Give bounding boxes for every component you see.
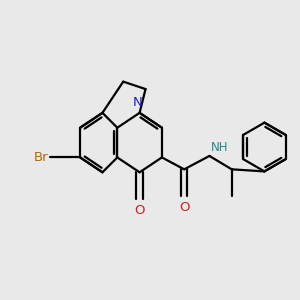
Text: O: O — [179, 201, 189, 214]
Text: O: O — [134, 204, 145, 218]
Text: NH: NH — [211, 142, 228, 154]
Text: N: N — [133, 96, 143, 109]
Text: Br: Br — [33, 151, 48, 164]
